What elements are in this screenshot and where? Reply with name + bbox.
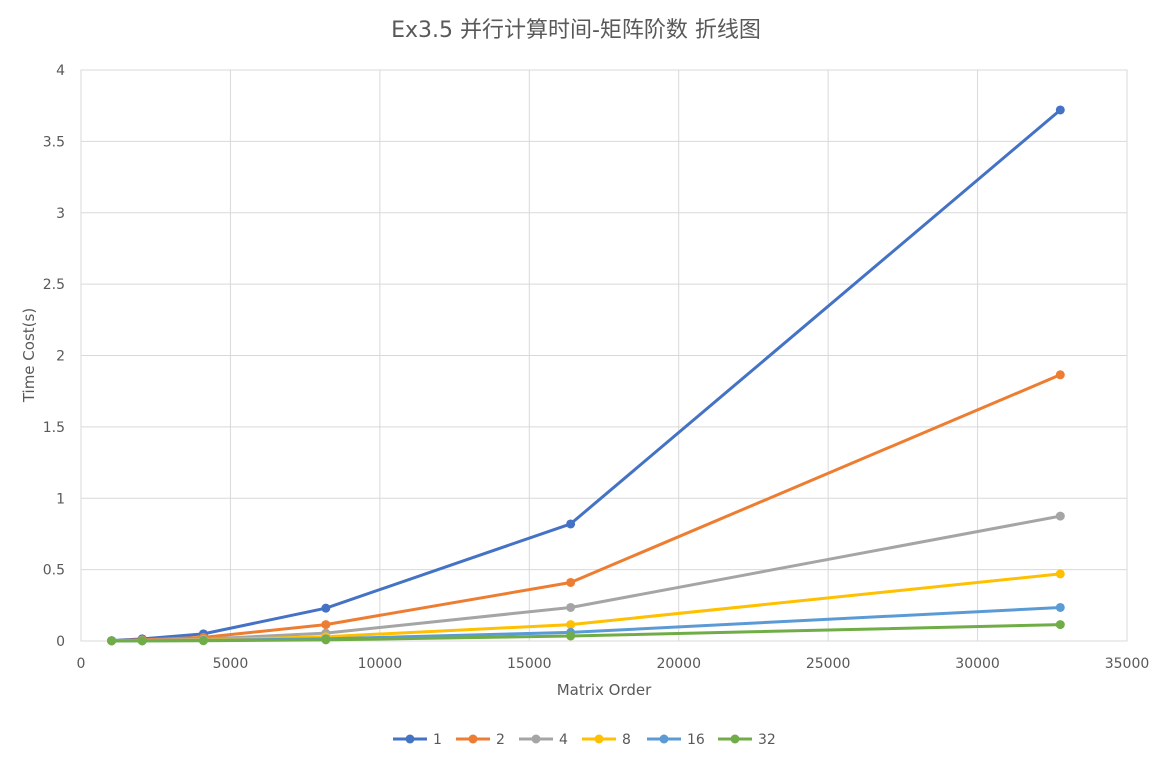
series-1 (107, 105, 1065, 646)
legend-marker (659, 734, 669, 744)
y-axis-ticks: 0 0.5 1 1.5 2 2.5 3 3.5 4 (43, 63, 65, 650)
data-point (1055, 602, 1065, 612)
x-axis-title: Matrix Order (557, 681, 652, 699)
series-8 (107, 569, 1065, 646)
data-point (1055, 370, 1065, 380)
data-point (321, 635, 331, 645)
x-tick-label: 20000 (656, 656, 701, 672)
legend-item: 16 (647, 732, 705, 748)
data-point (137, 636, 147, 646)
data-point (321, 620, 331, 630)
plot-area (80, 69, 1128, 642)
y-tick-label: 3.5 (43, 134, 65, 150)
y-tick-label: 0.5 (43, 563, 65, 579)
series-line (110, 108, 1062, 643)
x-tick-label: 5000 (213, 656, 249, 672)
legend-item: 1 (393, 732, 442, 748)
legend-label: 16 (687, 732, 705, 748)
legend-item: 32 (718, 732, 776, 748)
series-line (110, 373, 1062, 643)
series-group (107, 105, 1065, 646)
legend-marker (468, 734, 478, 744)
legend-marker (531, 734, 541, 744)
y-tick-label: 1 (56, 491, 65, 507)
legend-label: 32 (758, 732, 776, 748)
x-axis-ticks: 0 5000 10000 15000 20000 25000 30000 35000 (77, 656, 1150, 672)
x-tick-label: 30000 (955, 656, 1000, 672)
gridlines (80, 69, 1128, 642)
legend-marker (730, 734, 740, 744)
data-point (321, 603, 331, 613)
legend-label: 8 (622, 732, 631, 748)
series-line (110, 623, 1062, 643)
data-point (1055, 511, 1065, 521)
legend-item: 8 (582, 732, 631, 748)
legend-marker (405, 734, 415, 744)
chart-title: Ex3.5 并行计算时间-矩阵阶数 折线图 (391, 18, 761, 43)
x-tick-label: 0 (77, 656, 86, 672)
y-tick-label: 0 (56, 634, 65, 650)
data-point (566, 602, 576, 612)
legend-item: 2 (456, 732, 505, 748)
legend: 1 2 4 8 16 32 (393, 732, 776, 748)
y-axis-title: Time Cost(s) (20, 308, 38, 403)
y-tick-label: 4 (56, 63, 65, 79)
data-point (107, 636, 117, 646)
x-tick-label: 15000 (507, 656, 552, 672)
x-tick-label: 35000 (1105, 656, 1150, 672)
x-tick-label: 25000 (806, 656, 851, 672)
legend-label: 2 (496, 732, 505, 748)
data-point (566, 631, 576, 641)
data-point (198, 636, 208, 646)
y-tick-label: 2.5 (43, 277, 65, 293)
legend-marker (594, 734, 604, 744)
y-tick-label: 3 (56, 206, 65, 222)
data-point (566, 620, 576, 630)
data-point (566, 519, 576, 529)
data-point (1055, 620, 1065, 630)
x-tick-label: 10000 (358, 656, 403, 672)
legend-label: 4 (559, 732, 568, 748)
y-tick-label: 2 (56, 349, 65, 365)
data-point (566, 577, 576, 587)
y-tick-label: 1.5 (43, 420, 65, 436)
legend-label: 1 (433, 732, 442, 748)
series-32 (107, 620, 1065, 646)
legend-item: 4 (519, 732, 568, 748)
data-point (1055, 105, 1065, 115)
data-point (1055, 569, 1065, 579)
